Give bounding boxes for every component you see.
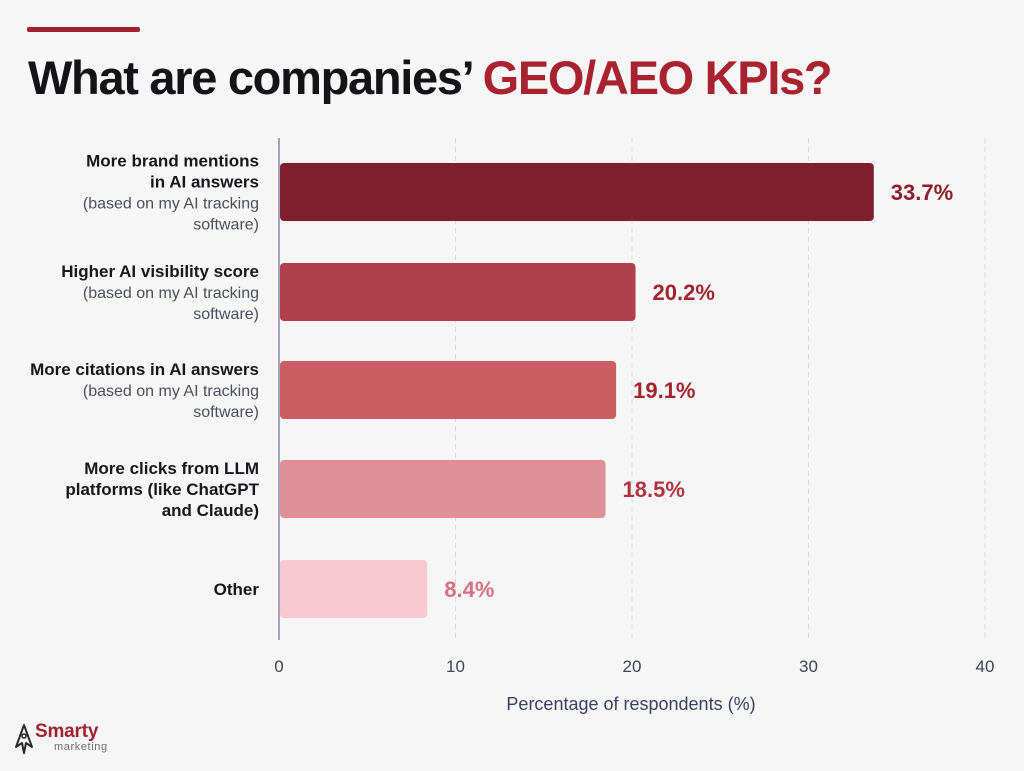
title-part-dark: What are companies’ (28, 51, 483, 104)
x-axis-ticks: 0 10 20 30 40 (274, 657, 994, 676)
x-tick-label: 40 (976, 657, 995, 676)
brand-logo: Smarty marketing (12, 721, 122, 761)
bar (280, 163, 874, 221)
x-tick-label: 30 (799, 657, 818, 676)
category-label: Other (214, 580, 260, 599)
category-label: More citations in AI answers (based on my… (30, 360, 259, 421)
category-label-line: platforms (like ChatGPT (65, 480, 259, 499)
title-part-accent: GEO/AEO KPIs? (482, 51, 833, 104)
category-label-line: (based on my AI tracking (83, 383, 259, 400)
value-label: 20.2% (653, 280, 715, 305)
bars (280, 163, 874, 618)
bar (280, 560, 428, 618)
gridlines (455, 138, 986, 640)
value-label: 19.1% (633, 378, 695, 403)
x-tick-label: 10 (446, 657, 465, 676)
logo-wordmark: Smarty (35, 721, 99, 742)
category-label-line: (based on my AI tracking (83, 196, 259, 213)
category-label-line: Higher AI visibility score (61, 262, 259, 281)
category-labels: More brand mentions in AI answers (based o… (30, 152, 260, 600)
category-label-line: More clicks from LLM (84, 459, 259, 478)
bar (280, 263, 636, 321)
value-label: 8.4% (444, 577, 494, 602)
value-labels: 33.7% 20.2% 19.1% 18.5% 8.4% (444, 180, 953, 602)
x-axis-label: Percentage of respondents (%) (506, 694, 755, 714)
category-label: More brand mentions in AI answers (based o… (83, 152, 259, 234)
title-accent-bar (27, 27, 140, 32)
category-label-line: software) (193, 404, 259, 421)
category-label: Higher AI visibility score (based on my A… (61, 262, 259, 323)
x-tick-label: 20 (623, 657, 642, 676)
bar (280, 460, 606, 518)
logo-subtitle: marketing (54, 741, 108, 753)
chart-title: What are companies’ GEO/AEO KPIs? (28, 50, 833, 106)
category-label-line: software) (193, 306, 259, 323)
category-label-line: software) (193, 217, 259, 234)
x-tick-label: 0 (274, 657, 283, 676)
category-label: More clicks from LLM platforms (like Chat… (65, 459, 259, 520)
category-label-line: More brand mentions (86, 152, 259, 171)
category-label-line: (based on my AI tracking (83, 285, 259, 302)
rocket-outline-icon (15, 724, 33, 754)
category-label-line: in AI answers (150, 173, 259, 192)
category-label-line: Other (214, 580, 260, 599)
category-label-line: More citations in AI answers (30, 360, 259, 379)
value-label: 33.7% (891, 180, 953, 205)
bar (280, 361, 617, 419)
value-label: 18.5% (623, 477, 685, 502)
category-label-line: and Claude) (162, 501, 259, 520)
